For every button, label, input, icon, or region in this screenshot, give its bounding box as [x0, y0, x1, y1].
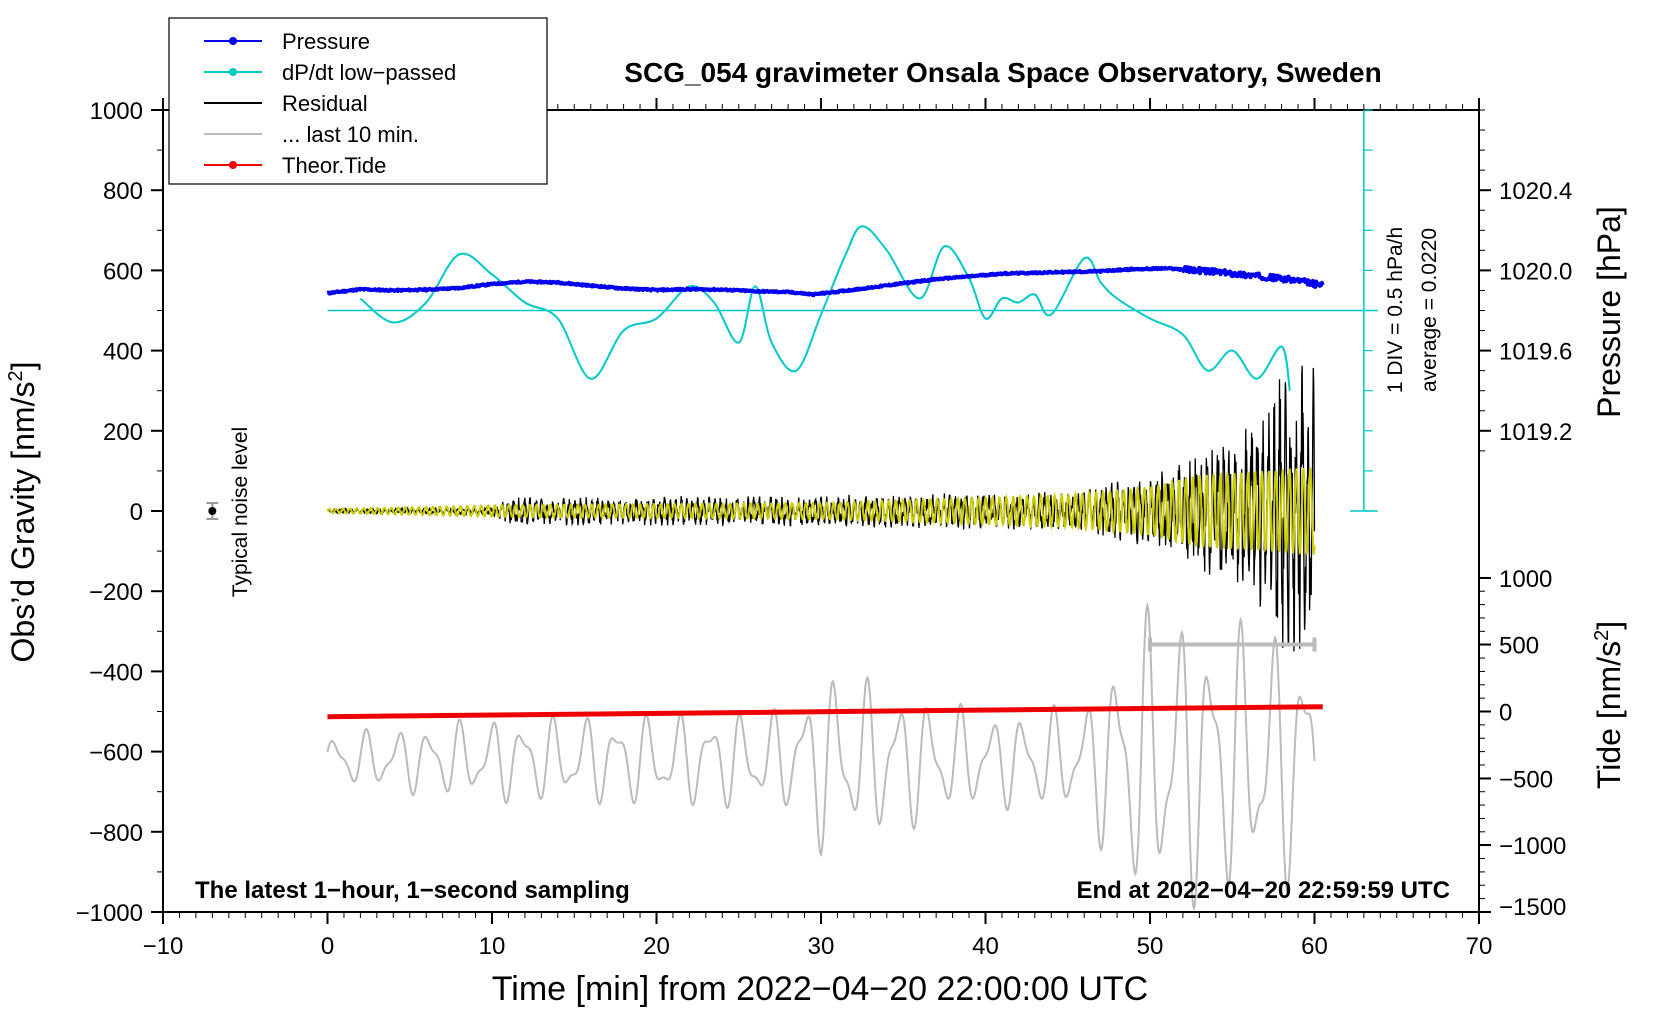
pressure-series-line [326, 265, 1325, 298]
y-tick-label: −600 [89, 740, 143, 767]
y-tick-label: 0 [130, 499, 143, 526]
pressure-tick-label: 1019.2 [1499, 419, 1572, 446]
x-tick-label: 10 [479, 933, 506, 960]
pressure-tick-label: 1019.6 [1499, 339, 1572, 366]
x-tick-label: 60 [1301, 933, 1328, 960]
chart-title: SCG_054 gravimeter Onsala Space Observat… [624, 57, 1381, 88]
legend-swatch-dot [229, 37, 237, 45]
tide-tick-label: −1000 [1499, 833, 1566, 860]
legend-label: Pressure [282, 29, 370, 54]
tide-axis-label: Tide [nm/s2] [1591, 621, 1627, 789]
legend-swatch-dot [229, 68, 237, 76]
legend-label: Theor.Tide [282, 153, 386, 178]
left-y-axis-label: Obs’d Gravity [nm/s2] [5, 362, 41, 663]
noise-point [208, 507, 217, 515]
x-tick-label: 20 [643, 933, 670, 960]
tide-tick-label: −1500 [1499, 894, 1566, 921]
noise-level-label: Typical noise level [229, 427, 252, 597]
x-tick-label: 0 [321, 933, 334, 960]
legend-label: ... last 10 min. [282, 122, 419, 147]
data-layer [206, 109, 1378, 912]
legend-label: Residual [282, 91, 368, 116]
note-left: The latest 1−hour, 1−second sampling [195, 877, 630, 904]
tide-series-line [327, 704, 1323, 720]
y-tick-label: −800 [89, 820, 143, 847]
y-tick-label: −1000 [76, 900, 143, 927]
last10-series-line [326, 601, 1316, 912]
y-tick-label: −200 [89, 579, 143, 606]
legend-box [168, 17, 548, 185]
pressure-axis-label: Pressure [hPa] [1591, 206, 1627, 418]
x-tick-label: 70 [1466, 933, 1493, 960]
tide-tick-label: 0 [1499, 700, 1512, 727]
y-tick-label: 200 [103, 419, 143, 446]
legend: Pressure dP/dt low−passed Residual ... last… [168, 17, 548, 185]
x-axis-label: Time [min] from 2022−04−20 22:00:00 UTC [492, 970, 1148, 1008]
x-tick-label: −10 [143, 933, 184, 960]
x-tick-label: 40 [972, 933, 999, 960]
pressure-tick-label: 1020.0 [1499, 258, 1572, 285]
pressure-tick-label: 1020.4 [1499, 178, 1572, 205]
legend-swatch-dot [229, 161, 237, 169]
note-right: End at 2022−04−20 22:59:59 UTC [1076, 877, 1450, 904]
dpdt-average-label: average = 0.0220 [1418, 228, 1441, 392]
tide-tick-label: 1000 [1499, 566, 1552, 593]
y-tick-label: 800 [103, 178, 143, 205]
tide-tick-label: 500 [1499, 633, 1539, 660]
dpdt-series-line [359, 225, 1291, 391]
y-tick-label: 1000 [90, 98, 143, 125]
axes-layer: −10 0 10 20 30 40 50 60 70 −1000 −800 −600 −400 −200 0… [76, 98, 1572, 960]
y-tick-label: −400 [89, 659, 143, 686]
x-tick-label: 50 [1137, 933, 1164, 960]
x-tick-label: 30 [808, 933, 835, 960]
legend-label: dP/dt low−passed [282, 60, 456, 85]
y-tick-label: 600 [103, 258, 143, 285]
dpdt-div-label: 1 DIV = 0.5 hPa/h [1384, 227, 1407, 393]
residual-filtered-series-line [326, 467, 1316, 556]
tide-tick-label: −500 [1499, 766, 1553, 793]
y-tick-label: 400 [103, 339, 143, 366]
